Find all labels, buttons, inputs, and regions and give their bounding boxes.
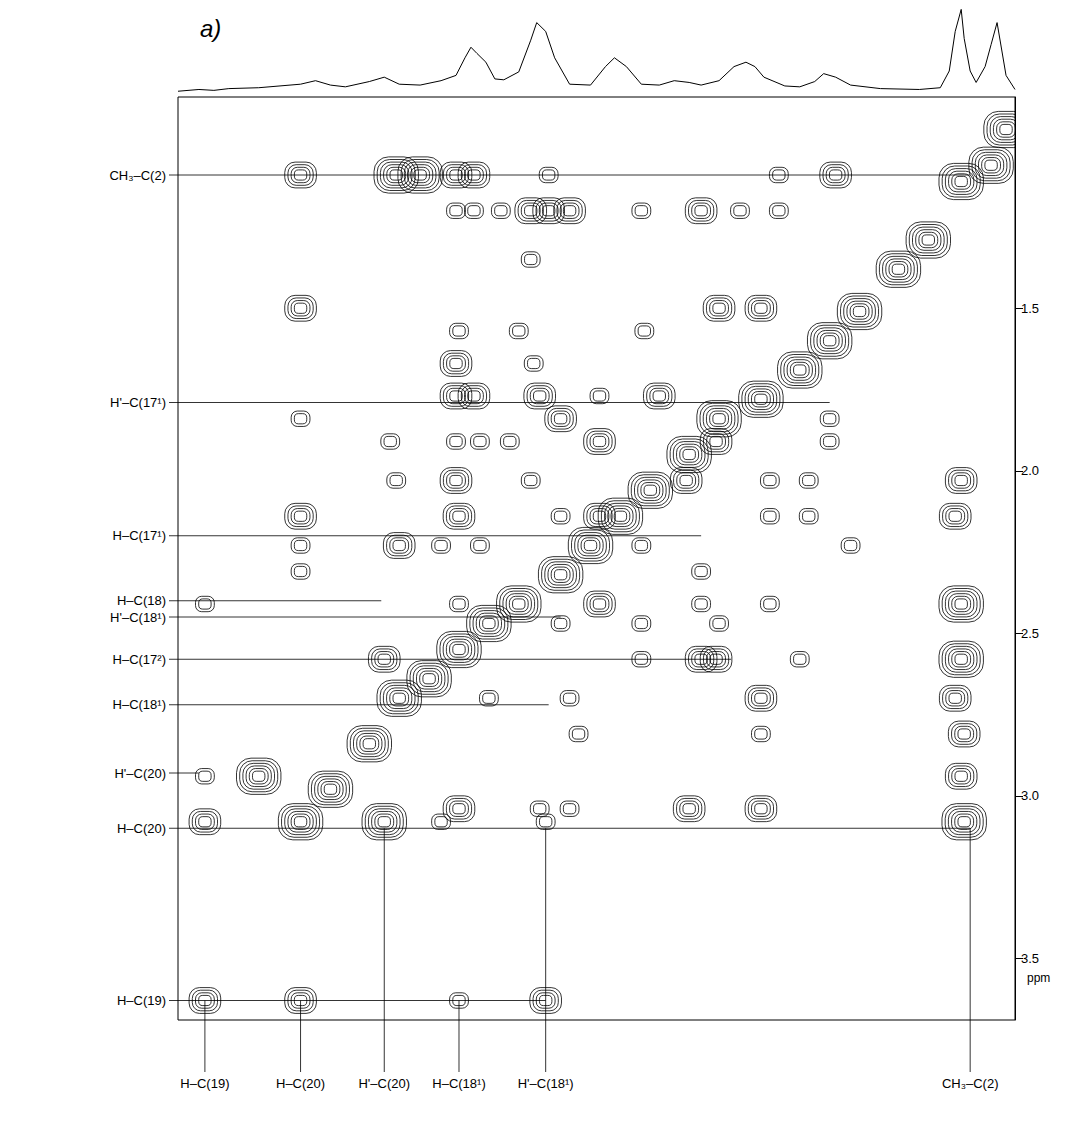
svg-text:1.5: 1.5: [1021, 301, 1039, 316]
svg-text:a): a): [200, 15, 221, 42]
svg-text:H–C(17¹): H–C(17¹): [113, 528, 166, 543]
svg-text:CH₃–C(2): CH₃–C(2): [942, 1076, 999, 1091]
svg-text:H–C(18¹): H–C(18¹): [432, 1076, 485, 1091]
svg-text:H'–C(20): H'–C(20): [358, 1076, 410, 1091]
svg-text:H–C(20): H–C(20): [276, 1076, 325, 1091]
svg-text:H'–C(20): H'–C(20): [114, 766, 166, 781]
svg-text:H'–C(17¹): H'–C(17¹): [110, 395, 166, 410]
svg-text:H–C(20): H–C(20): [117, 821, 166, 836]
svg-text:ppm: ppm: [1027, 971, 1050, 985]
svg-text:H–C(19): H–C(19): [180, 1076, 229, 1091]
svg-text:3.0: 3.0: [1021, 788, 1039, 803]
svg-text:H'–C(18¹): H'–C(18¹): [110, 610, 166, 625]
svg-text:H'–C(18¹): H'–C(18¹): [518, 1076, 574, 1091]
svg-text:3.5: 3.5: [1021, 951, 1039, 966]
svg-text:H–C(17²): H–C(17²): [113, 652, 166, 667]
svg-text:2.5: 2.5: [1021, 626, 1039, 641]
svg-text:H–C(19): H–C(19): [117, 993, 166, 1008]
svg-text:2.0: 2.0: [1021, 463, 1039, 478]
svg-text:CH₃–C(2): CH₃–C(2): [109, 168, 166, 183]
svg-text:H–C(18¹): H–C(18¹): [113, 697, 166, 712]
svg-text:H–C(18): H–C(18): [117, 593, 166, 608]
